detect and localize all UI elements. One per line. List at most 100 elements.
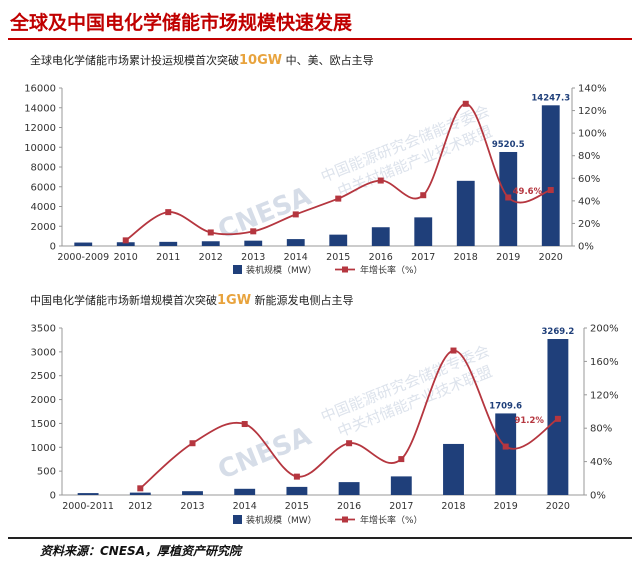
chart2-x-tick-label: 2000-2011 <box>62 501 114 512</box>
chart2-growth-point-2016 <box>346 440 353 447</box>
chart2-bar-2015 <box>286 486 308 495</box>
page-title: 全球及中国电化学储能市场规模快速发展 <box>10 12 353 34</box>
chart1-bar-2013 <box>244 240 263 246</box>
chart1-x-tick-label: 2012 <box>199 252 223 263</box>
chart1-left-tick-label: 2000 <box>31 222 56 233</box>
chart1-x-tick-label: 2013 <box>241 252 265 263</box>
chart2-x-tick-label: 2020 <box>546 501 570 512</box>
chart1-bar-2018 <box>456 180 475 246</box>
chart2-left-tick-label: 3000 <box>31 347 56 358</box>
footer-divider <box>8 537 632 539</box>
chart1-x-tick-label: 2010 <box>114 252 138 263</box>
chart1-legend-bar-label: 装机规模（MW） <box>246 264 317 276</box>
chart1-left-tick-label: 4000 <box>31 202 56 213</box>
chart1-growth-point-2011 <box>165 209 172 216</box>
chart1-bar-2020 <box>541 105 560 246</box>
chart2-growth-point-2013 <box>189 440 196 447</box>
title-divider <box>8 38 632 40</box>
chart1-x-tick-label: 2014 <box>284 252 308 263</box>
chart2-title-highlight: 1GW <box>217 293 252 308</box>
chart2-right-tick-label: 200% <box>590 324 619 335</box>
chart1-bar-2016 <box>371 227 390 246</box>
chart2-title-suffix: 新能源发电侧占主导 <box>251 294 354 307</box>
chart1-title-text: 全球电化学储能市场累计投运规模首次突破 <box>30 54 239 67</box>
chart2-right-tick-label: 120% <box>590 390 619 401</box>
chart1-right-tick-label: 140% <box>578 84 607 95</box>
chart1-growth-point-2016 <box>377 177 384 184</box>
chart1-left-tick-label: 12000 <box>24 123 56 134</box>
chart1-x-tick-label: 2000-2009 <box>57 252 109 263</box>
chart2-left-tick-label: 2000 <box>31 395 56 406</box>
chart1-bar-2015 <box>329 234 348 246</box>
chart2-growth-point-2017 <box>398 456 405 463</box>
chart2-growth-value-label: 91.2% <box>514 416 544 426</box>
chart1-right-tick-label: 80% <box>578 151 600 162</box>
chart2-bar-2014 <box>234 488 256 495</box>
chart1-growth-point-2013 <box>250 228 257 235</box>
chart1-x-tick-label: 2020 <box>539 252 563 263</box>
chart2-growth-point-2020 <box>554 415 561 422</box>
chart2-growth-point-2019 <box>502 443 509 450</box>
chart2-x-tick-label: 2012 <box>128 501 152 512</box>
chart2-x-tick-label: 2014 <box>233 501 257 512</box>
chart2-x-tick-label: 2016 <box>337 501 361 512</box>
chart2-growth-point-2012 <box>137 485 144 492</box>
chart2-x-tick-label: 2017 <box>389 501 413 512</box>
chart2-left-tick-label: 3500 <box>31 324 56 335</box>
chart1-right-tick-label: 40% <box>578 196 600 207</box>
chart2-bar-2016 <box>338 482 360 495</box>
chart1-left-tick-label: 16000 <box>24 84 56 95</box>
chart2-left-tick-label: 1500 <box>31 419 56 430</box>
chart2-bar-value-label: 3269.2 <box>541 327 574 337</box>
chart2-growth-point-2015 <box>293 473 300 480</box>
chart1-title-highlight: 10GW <box>239 53 283 68</box>
chart2-left-tick-label: 0 <box>50 491 56 502</box>
chart1-legend-line-marker <box>342 266 348 273</box>
chart2-x-tick-label: 2013 <box>180 501 204 512</box>
chart1-right-tick-label: 20% <box>578 219 600 230</box>
chart1-x-tick-label: 2011 <box>156 252 180 263</box>
chart2-x-tick-label: 2018 <box>441 501 465 512</box>
chart2-growth-line <box>139 349 559 490</box>
chart2-bar-2017 <box>390 476 412 495</box>
chart1-x-tick-label: 2016 <box>369 252 393 263</box>
chart2-bar-2013 <box>182 491 203 495</box>
chart1-growth-point-2020 <box>547 187 554 194</box>
chart1-bar-2011 <box>159 241 178 246</box>
chart1-legend-line-label: 年增长率（%） <box>360 264 423 276</box>
chart1-title-suffix: 中、美、欧占主导 <box>282 54 374 67</box>
chart1-right-tick-label: 60% <box>578 174 600 185</box>
chart1-growth-point-2019 <box>505 194 512 201</box>
chart1-legend-bar-swatch <box>233 265 242 274</box>
chart1-growth-point-2010 <box>122 237 129 244</box>
chart1-x-tick-label: 2018 <box>454 252 478 263</box>
source-note: 资料来源：CNESA，厚植资产研究院 <box>40 544 241 558</box>
chart1-title: 全球电化学储能市场累计投运规模首次突破10GW 中、美、欧占主导 <box>30 52 374 68</box>
chart2-x-tick-label: 2019 <box>494 501 518 512</box>
chart1-bar-value-label: 14247.3 <box>531 93 570 103</box>
chart1-x-tick-label: 2015 <box>326 252 350 263</box>
chart1-growth-point-2012 <box>207 229 214 236</box>
chart1-bar-value-label: 9520.5 <box>492 140 525 150</box>
chart1-growth-line <box>125 102 552 242</box>
chart2-growth-point-2014 <box>241 421 248 428</box>
chart2-bar-2000-2011 <box>77 493 99 495</box>
chart1-bar-2017 <box>414 217 433 246</box>
chart2-bar-value-label: 1709.6 <box>489 401 522 411</box>
chart1-x-tick-label: 2019 <box>496 252 520 263</box>
chart1-growth-value-label: 49.6% <box>513 187 543 197</box>
chart2-right-tick-label: 80% <box>590 424 612 435</box>
chart1-bar-2012 <box>201 241 220 246</box>
chart1-bar-2000-2009 <box>74 242 93 246</box>
chart1-bar-2010 <box>116 242 135 246</box>
chart2-legend-bar-label: 装机规模（MW） <box>246 514 317 526</box>
chart2-left-tick-label: 1000 <box>31 443 56 454</box>
chart1-right-tick-label: 0% <box>578 242 594 253</box>
chart1-right-tick-label: 120% <box>578 106 607 117</box>
chart2-x-tick-label: 2015 <box>285 501 309 512</box>
chart2-right-tick-label: 160% <box>590 357 619 368</box>
chart2-left-tick-label: 2500 <box>31 371 56 382</box>
chart1-right-tick-label: 100% <box>578 129 607 140</box>
